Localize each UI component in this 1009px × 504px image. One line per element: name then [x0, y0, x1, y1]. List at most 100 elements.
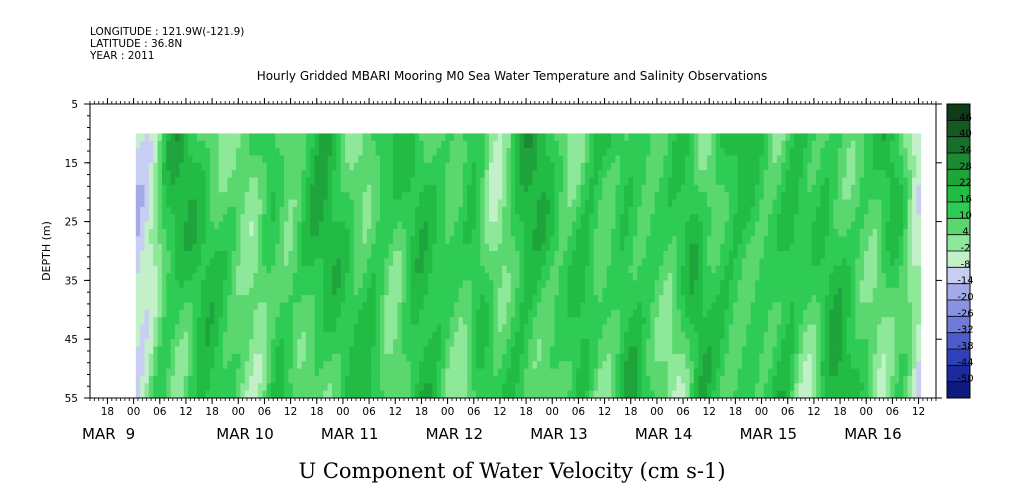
heatmap-cell	[489, 177, 494, 186]
heatmap-cell	[698, 331, 704, 340]
heatmap-cell	[580, 390, 586, 399]
heatmap-cell	[707, 177, 712, 186]
heatmap-cell	[393, 162, 398, 171]
heatmap-cell	[602, 155, 608, 164]
heatmap-cell	[720, 214, 725, 222]
heatmap-cell	[532, 265, 538, 274]
heatmap-cell	[297, 243, 302, 252]
heatmap-cell	[240, 192, 246, 200]
heatmap-cell	[720, 192, 725, 200]
heatmap-cell	[179, 265, 185, 274]
heatmap-cell	[153, 324, 158, 333]
heatmap-cell	[602, 339, 608, 347]
heatmap-cell	[188, 346, 193, 355]
heatmap-cell	[506, 353, 512, 362]
heatmap-cell	[209, 251, 215, 259]
heatmap-cell	[157, 148, 163, 156]
heatmap-cell	[584, 243, 590, 252]
heatmap-cell	[523, 295, 529, 303]
heatmap-cell	[489, 346, 494, 355]
heatmap-cell	[310, 265, 315, 274]
heatmap-cell	[393, 295, 398, 303]
heatmap-cell	[593, 265, 599, 274]
heatmap-cell	[632, 390, 638, 399]
heatmap-cell	[676, 295, 682, 303]
heatmap-cell	[371, 339, 377, 347]
heatmap-cell	[249, 133, 254, 142]
heatmap-cell	[292, 258, 298, 267]
heatmap-cell	[340, 265, 346, 274]
heatmap-cell	[297, 317, 302, 325]
heatmap-cell	[375, 228, 381, 237]
heatmap-cell	[297, 170, 302, 178]
heatmap-cell	[223, 162, 228, 171]
heatmap-cell	[667, 177, 673, 186]
heatmap-cell	[693, 155, 699, 164]
heatmap-cell	[288, 273, 294, 281]
heatmap-cell	[375, 177, 381, 186]
heatmap-cell	[615, 295, 621, 303]
heatmap-cell	[262, 339, 268, 347]
heatmap-cell	[275, 383, 281, 392]
heatmap-cell	[301, 162, 307, 171]
heatmap-cell	[414, 375, 420, 384]
heatmap-cell	[336, 155, 342, 164]
heatmap-cell	[598, 206, 603, 215]
heatmap-cell	[297, 199, 302, 208]
heatmap-cell	[467, 162, 472, 171]
heatmap-cell	[628, 258, 634, 267]
heatmap-cell	[598, 383, 603, 392]
heatmap-cell	[624, 273, 629, 281]
heatmap-cell	[637, 206, 643, 215]
heatmap-cell	[502, 375, 507, 384]
heatmap-cell	[589, 251, 595, 259]
heatmap-cell	[563, 140, 568, 149]
heatmap-cell	[467, 133, 472, 142]
heatmap-cell	[284, 140, 289, 149]
heatmap-cell	[414, 273, 420, 281]
heatmap-cell	[436, 133, 442, 142]
heatmap-cell	[646, 140, 651, 149]
heatmap-cell	[205, 339, 211, 347]
heatmap-cell	[310, 346, 315, 355]
heatmap-cell	[427, 140, 433, 149]
heatmap-cell	[563, 368, 568, 377]
heatmap-cell	[545, 280, 551, 289]
heatmap-cell	[223, 346, 228, 355]
heatmap-cell	[489, 258, 494, 267]
heatmap-cell	[401, 251, 407, 259]
heatmap-cell	[689, 140, 695, 149]
heatmap-cell	[589, 383, 595, 392]
heatmap-cell	[310, 199, 315, 208]
heatmap-cell	[715, 273, 721, 281]
heatmap-cell	[358, 302, 363, 311]
heatmap-cell	[650, 177, 656, 186]
heatmap-cell	[170, 368, 176, 377]
heatmap-cell	[641, 192, 647, 200]
heatmap-cell	[571, 221, 577, 230]
heatmap-cell	[244, 170, 250, 178]
heatmap-cell	[209, 317, 215, 325]
heatmap-cell	[523, 243, 529, 252]
heatmap-cell	[227, 184, 233, 193]
heatmap-cell	[288, 236, 294, 245]
heatmap-cell	[249, 375, 254, 384]
heatmap-cell	[323, 148, 329, 156]
heatmap-cell	[462, 353, 468, 362]
heatmap-cell	[497, 273, 503, 281]
heatmap-cell	[458, 346, 464, 355]
heatmap-cell	[663, 295, 669, 303]
heatmap-cell	[270, 324, 276, 333]
heatmap-cell	[423, 140, 429, 149]
heatmap-cell	[484, 309, 490, 318]
heatmap-cell	[379, 184, 385, 193]
heatmap-cell	[489, 324, 494, 333]
heatmap-cell	[650, 170, 656, 178]
heatmap-cell	[467, 148, 472, 156]
heatmap-cell	[711, 383, 717, 392]
heatmap-cell	[589, 324, 595, 333]
heatmap-cell	[563, 324, 568, 333]
heatmap-cell	[737, 214, 743, 222]
heatmap-cell	[445, 170, 451, 178]
heatmap-cell	[471, 133, 477, 142]
